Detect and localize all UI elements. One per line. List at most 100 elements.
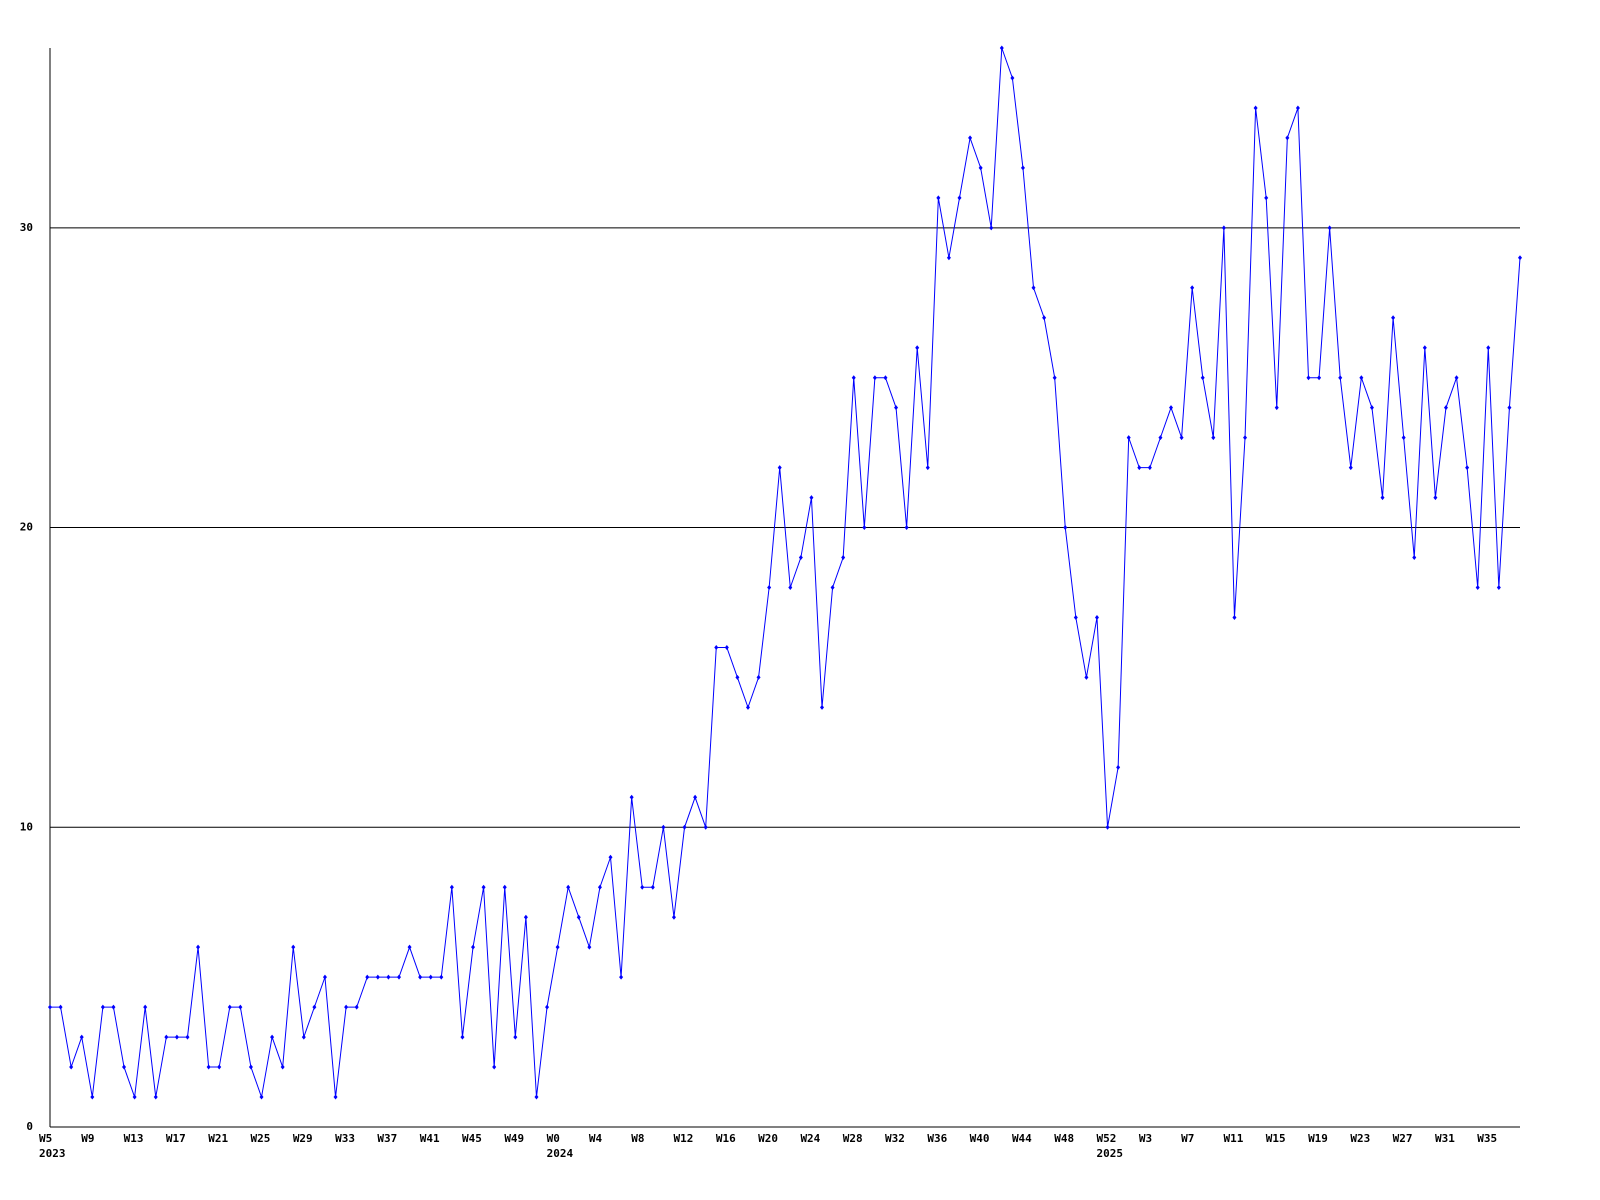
point xyxy=(227,1004,232,1010)
x-tick-label: W29 xyxy=(293,1132,313,1145)
point xyxy=(915,345,920,351)
point xyxy=(1401,435,1406,441)
point xyxy=(1274,405,1279,411)
x-tick-label: W23 xyxy=(1350,1132,1370,1145)
point xyxy=(502,884,507,890)
point xyxy=(597,884,602,890)
point xyxy=(1327,225,1332,231)
line xyxy=(50,47,1521,1099)
point xyxy=(58,1004,63,1010)
point xyxy=(724,644,729,650)
point xyxy=(238,1004,243,1010)
point xyxy=(788,585,793,590)
x-tick-label: W12 xyxy=(674,1132,694,1145)
x-tick-label: W36 xyxy=(927,1132,947,1145)
point xyxy=(809,495,814,501)
point xyxy=(481,884,486,890)
y-tick-label: 0 xyxy=(26,1120,33,1133)
point xyxy=(629,794,634,800)
point xyxy=(164,1034,169,1040)
y-tick-label: 20 xyxy=(20,521,33,534)
point xyxy=(841,555,846,561)
point xyxy=(999,45,1004,51)
y-tick-label: 10 xyxy=(20,820,33,833)
point xyxy=(396,974,401,980)
point xyxy=(217,1064,222,1070)
x-tick-label: W31 xyxy=(1435,1132,1455,1145)
point xyxy=(1105,824,1110,830)
x-tick-label: W17 xyxy=(166,1132,186,1145)
point xyxy=(460,1034,465,1040)
x-tick-label: W0 xyxy=(547,1132,560,1145)
point xyxy=(407,944,412,950)
point xyxy=(576,914,581,920)
point xyxy=(1380,495,1385,501)
point xyxy=(894,405,899,411)
x-tick-label: W4 xyxy=(589,1132,603,1145)
point xyxy=(936,195,941,201)
point xyxy=(312,1004,317,1010)
point xyxy=(1158,435,1163,441)
point xyxy=(1190,285,1195,291)
point xyxy=(693,794,698,800)
point xyxy=(153,1094,158,1100)
point xyxy=(1518,255,1522,261)
point xyxy=(904,525,909,531)
point xyxy=(1073,614,1078,620)
point xyxy=(1084,674,1089,680)
point xyxy=(1253,105,1258,111)
point xyxy=(48,1004,52,1010)
point xyxy=(1454,375,1459,381)
point xyxy=(862,525,867,531)
point xyxy=(100,1004,105,1010)
x-year-label: 2023 xyxy=(39,1147,66,1160)
point xyxy=(322,974,327,980)
x-tick-label: W9 xyxy=(81,1132,94,1145)
point xyxy=(1359,375,1364,381)
point xyxy=(1507,405,1512,411)
point xyxy=(682,824,687,830)
x-tick-label: W28 xyxy=(843,1132,863,1145)
point xyxy=(703,824,708,830)
x-tick-label: W11 xyxy=(1223,1132,1243,1145)
point xyxy=(545,1004,550,1010)
x-tick-label: W33 xyxy=(335,1132,355,1145)
x-year-label: 2025 xyxy=(1097,1147,1124,1160)
x-tick-label: W48 xyxy=(1054,1132,1074,1145)
point xyxy=(1243,435,1248,441)
point xyxy=(523,914,528,920)
point xyxy=(1042,315,1047,321)
point xyxy=(1063,525,1068,531)
point xyxy=(925,465,930,471)
point xyxy=(989,225,994,231)
point xyxy=(280,1064,285,1070)
x-tick-label: W15 xyxy=(1266,1132,1286,1145)
point xyxy=(872,375,877,381)
point xyxy=(1465,465,1470,471)
point xyxy=(122,1064,127,1070)
point xyxy=(671,914,676,920)
point xyxy=(777,465,782,471)
x-tick-label: W37 xyxy=(377,1132,397,1145)
x-tick-label: W24 xyxy=(800,1132,820,1145)
point xyxy=(1031,285,1036,291)
point xyxy=(196,944,201,950)
point xyxy=(471,944,476,950)
point xyxy=(449,884,454,890)
point xyxy=(587,944,592,950)
point xyxy=(1475,585,1480,590)
point xyxy=(185,1034,190,1040)
point xyxy=(820,704,825,710)
x-tick-label: W49 xyxy=(504,1132,524,1145)
x-tick-label: W41 xyxy=(420,1132,440,1145)
point xyxy=(301,1034,306,1040)
point xyxy=(365,974,370,980)
point xyxy=(1126,435,1131,441)
point xyxy=(132,1094,137,1100)
x-tick-label: W32 xyxy=(885,1132,905,1145)
point xyxy=(534,1094,539,1100)
point xyxy=(1285,135,1290,141)
point xyxy=(978,165,983,171)
point xyxy=(79,1034,84,1040)
